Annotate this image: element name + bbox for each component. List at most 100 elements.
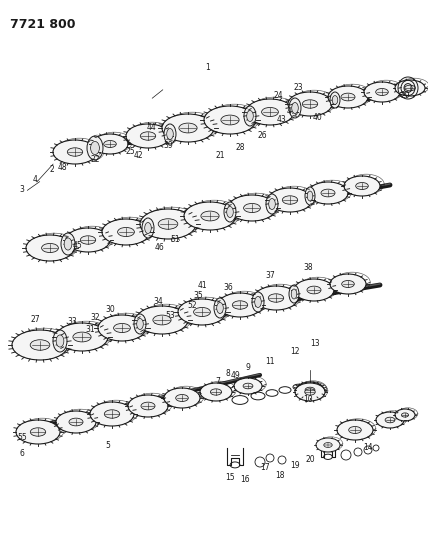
- Ellipse shape: [341, 93, 355, 101]
- Ellipse shape: [61, 233, 75, 255]
- Text: 11: 11: [265, 358, 275, 367]
- Ellipse shape: [305, 389, 315, 395]
- Ellipse shape: [80, 236, 96, 244]
- Text: 42: 42: [133, 150, 143, 159]
- Text: 12: 12: [290, 348, 300, 357]
- Ellipse shape: [217, 303, 223, 313]
- Text: 41: 41: [197, 280, 207, 289]
- Text: 39: 39: [163, 141, 173, 149]
- Ellipse shape: [98, 315, 146, 341]
- Ellipse shape: [134, 314, 146, 334]
- Text: 20: 20: [305, 456, 315, 464]
- Ellipse shape: [268, 294, 284, 302]
- Ellipse shape: [330, 274, 366, 294]
- Ellipse shape: [87, 136, 103, 160]
- Ellipse shape: [405, 85, 415, 91]
- Ellipse shape: [178, 299, 226, 325]
- Text: 45: 45: [73, 240, 83, 249]
- Ellipse shape: [136, 306, 188, 334]
- Ellipse shape: [288, 92, 332, 116]
- Ellipse shape: [184, 202, 236, 230]
- Text: 10: 10: [303, 395, 313, 405]
- Ellipse shape: [30, 428, 46, 436]
- Text: 43: 43: [277, 116, 287, 125]
- Text: 33: 33: [67, 318, 77, 327]
- Ellipse shape: [244, 106, 256, 126]
- Ellipse shape: [344, 176, 380, 196]
- Ellipse shape: [153, 315, 171, 325]
- Text: 46: 46: [155, 244, 165, 253]
- Ellipse shape: [395, 80, 425, 96]
- Ellipse shape: [364, 82, 400, 102]
- Text: 47: 47: [287, 108, 297, 117]
- Ellipse shape: [104, 141, 116, 148]
- Ellipse shape: [321, 189, 335, 197]
- Ellipse shape: [247, 110, 253, 122]
- Ellipse shape: [296, 382, 324, 398]
- Text: 2: 2: [50, 166, 54, 174]
- Ellipse shape: [53, 330, 67, 352]
- Ellipse shape: [246, 99, 294, 125]
- Ellipse shape: [142, 218, 154, 238]
- Ellipse shape: [330, 92, 340, 108]
- Text: 3: 3: [20, 185, 24, 195]
- Ellipse shape: [342, 280, 354, 287]
- Ellipse shape: [90, 402, 134, 426]
- Ellipse shape: [227, 206, 233, 217]
- Ellipse shape: [16, 420, 60, 444]
- Ellipse shape: [254, 286, 298, 310]
- Ellipse shape: [102, 219, 150, 245]
- Ellipse shape: [244, 204, 260, 213]
- Ellipse shape: [73, 332, 91, 342]
- Ellipse shape: [401, 413, 408, 417]
- Ellipse shape: [295, 383, 325, 401]
- Text: 9: 9: [246, 364, 250, 373]
- Ellipse shape: [56, 411, 96, 433]
- Ellipse shape: [158, 219, 178, 229]
- Ellipse shape: [126, 124, 170, 148]
- Text: 15: 15: [225, 473, 235, 482]
- Text: 7721 800: 7721 800: [10, 18, 75, 31]
- Ellipse shape: [252, 292, 264, 312]
- Ellipse shape: [12, 330, 68, 360]
- Ellipse shape: [221, 115, 239, 125]
- Ellipse shape: [305, 187, 315, 205]
- Text: 53: 53: [165, 311, 175, 319]
- Ellipse shape: [104, 410, 120, 418]
- Ellipse shape: [289, 285, 299, 303]
- Ellipse shape: [291, 289, 297, 299]
- Text: 24: 24: [273, 91, 283, 100]
- Text: 25: 25: [125, 148, 135, 157]
- Ellipse shape: [292, 102, 298, 114]
- Ellipse shape: [56, 335, 64, 347]
- Ellipse shape: [67, 148, 83, 156]
- Text: 34: 34: [153, 297, 163, 306]
- Ellipse shape: [356, 182, 369, 190]
- Text: 37: 37: [265, 271, 275, 279]
- Ellipse shape: [349, 426, 361, 433]
- Ellipse shape: [204, 106, 256, 134]
- Ellipse shape: [218, 293, 262, 317]
- Text: 29: 29: [400, 91, 410, 100]
- Ellipse shape: [92, 134, 128, 154]
- Ellipse shape: [53, 140, 97, 164]
- Ellipse shape: [128, 395, 168, 417]
- Ellipse shape: [64, 238, 72, 250]
- Text: 35: 35: [193, 290, 203, 300]
- Text: 14: 14: [363, 443, 373, 453]
- Ellipse shape: [42, 244, 58, 253]
- Text: 7: 7: [216, 377, 220, 386]
- Ellipse shape: [140, 209, 196, 239]
- Text: 31: 31: [85, 326, 95, 335]
- Ellipse shape: [140, 132, 156, 140]
- Text: 51: 51: [170, 236, 180, 245]
- Text: 52: 52: [187, 301, 197, 310]
- Ellipse shape: [302, 100, 318, 108]
- Text: 19: 19: [290, 461, 300, 470]
- Ellipse shape: [30, 340, 50, 350]
- Ellipse shape: [324, 442, 332, 447]
- Ellipse shape: [376, 88, 388, 95]
- Text: 48: 48: [57, 164, 67, 173]
- Ellipse shape: [179, 123, 197, 133]
- Text: 5: 5: [106, 440, 110, 449]
